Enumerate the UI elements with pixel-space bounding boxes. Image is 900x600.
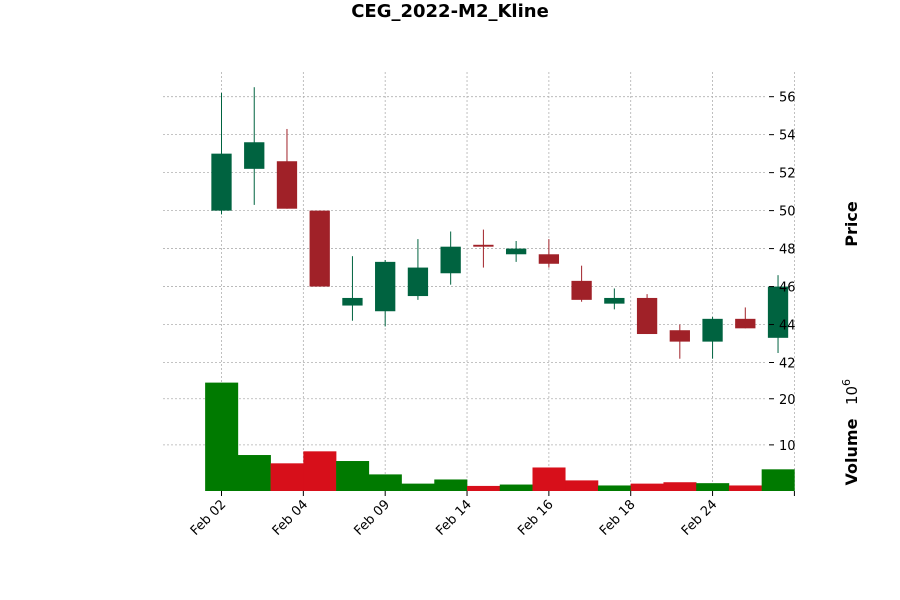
candle-body	[636, 297, 658, 335]
volume-bar	[761, 469, 795, 491]
candle-body	[505, 248, 527, 255]
candle-body	[702, 318, 723, 342]
volume-bar	[597, 485, 632, 491]
candles	[211, 87, 789, 359]
candle-body	[735, 318, 756, 329]
volume-bar	[270, 463, 304, 491]
volume-bar	[663, 482, 697, 491]
date-tick-label: Feb 24	[679, 497, 721, 539]
candle-body	[309, 210, 330, 287]
volume-bar	[499, 484, 533, 491]
price-tick-label: 42	[779, 357, 796, 372]
price-tick-label: 46	[779, 281, 796, 296]
price-axis: 42 44 46 48 50 52 54 56	[769, 91, 796, 372]
volume-axis: 10 20	[769, 393, 796, 454]
volume-exponent-power: 6	[840, 379, 853, 386]
candle-body	[342, 297, 363, 306]
candle-body	[407, 267, 429, 297]
price-axis-label: Price	[842, 201, 861, 247]
price-tick-label: 44	[779, 319, 796, 334]
volume-bar	[728, 485, 762, 491]
date-tick-label: Feb 16	[515, 497, 557, 539]
candle-body	[276, 161, 298, 209]
volume-bar	[237, 455, 271, 491]
volume-bar	[303, 451, 337, 491]
svg-text:106: 106	[840, 379, 861, 405]
price-tick-label: 54	[779, 129, 796, 144]
chart-title: CEG_2022-M2_Kline	[351, 1, 549, 22]
candle-body	[244, 142, 265, 169]
date-tick-label: Feb 04	[270, 497, 312, 539]
volume-bar	[205, 382, 239, 491]
date-tick-label: Feb 18	[597, 497, 639, 539]
candle-body	[211, 153, 232, 211]
volume-bar	[467, 485, 501, 491]
candle-body	[571, 280, 592, 300]
date-tick-label: Feb 02	[188, 497, 230, 539]
date-tick-label: Feb 14	[433, 497, 475, 539]
candle-body	[669, 330, 690, 342]
price-tick-label: 48	[779, 243, 796, 258]
volume-bar	[565, 480, 599, 491]
price-tick-label: 56	[779, 91, 796, 106]
volume-bar	[336, 461, 370, 491]
volume-bars	[205, 382, 795, 491]
candle-body	[473, 244, 494, 247]
volume-bar	[434, 479, 468, 491]
volume-bar	[368, 474, 402, 491]
date-axis: Feb 02 Feb 04 Feb 09 Feb 14 Feb 16 Feb 18 Feb …	[188, 491, 795, 539]
candle-body	[604, 297, 625, 304]
volume-bar	[630, 483, 664, 491]
volume-bar	[696, 483, 730, 491]
price-tick-label: 50	[779, 205, 796, 220]
volume-bar	[532, 467, 566, 491]
volume-tick-label: 20	[779, 393, 796, 408]
grid	[163, 72, 795, 491]
candle-body	[538, 254, 560, 264]
candle-body	[440, 246, 461, 274]
volume-tick-label: 10	[779, 439, 796, 454]
volume-exponent-base: 10	[843, 386, 861, 405]
date-tick-label: Feb 09	[352, 497, 394, 539]
volume-scale-exponent: 106	[840, 379, 861, 405]
candle-body	[375, 261, 396, 312]
volume-axis-label: Volume	[842, 418, 861, 485]
price-tick-label: 52	[779, 167, 796, 182]
volume-bar	[401, 483, 435, 491]
